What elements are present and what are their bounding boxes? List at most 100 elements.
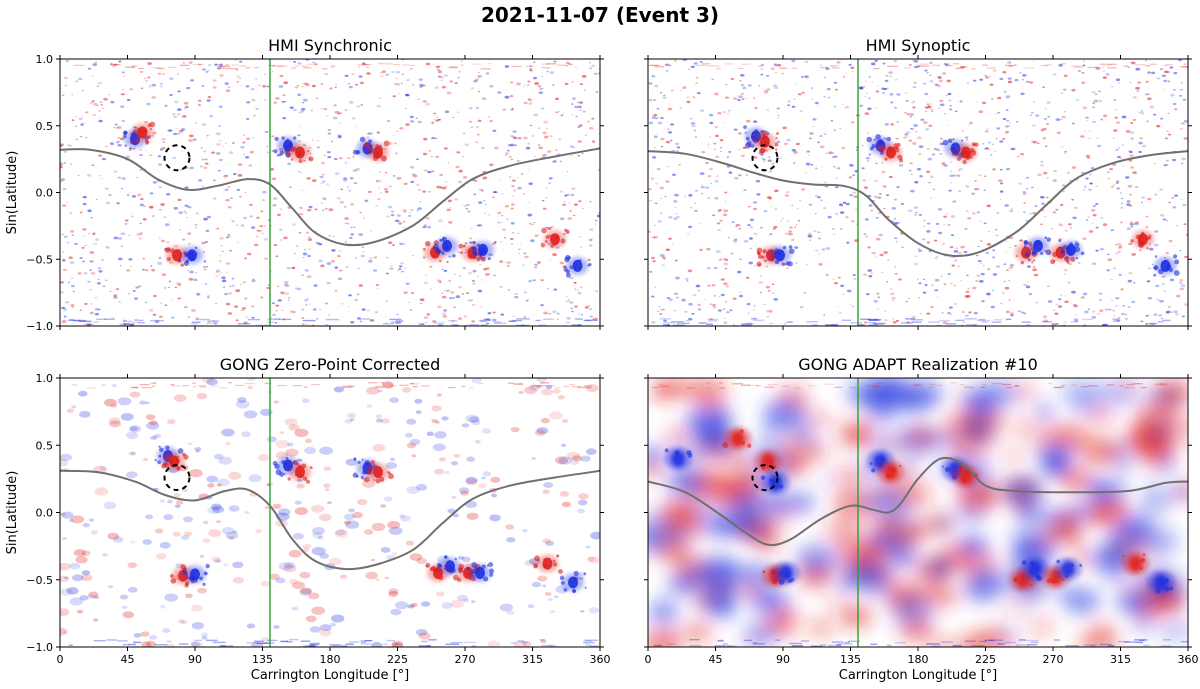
flux-speckle bbox=[817, 237, 822, 240]
flux-speckle bbox=[111, 383, 117, 388]
flux-speckle bbox=[306, 177, 311, 180]
flux-speckle bbox=[255, 529, 263, 534]
polar-streak bbox=[93, 321, 100, 323]
flux-speckle bbox=[298, 140, 301, 142]
flux-speckle bbox=[836, 167, 841, 170]
flux-speckle bbox=[215, 275, 219, 278]
flux-speckle bbox=[884, 319, 888, 322]
flux-speckle bbox=[225, 441, 232, 446]
flux-speckle bbox=[192, 138, 197, 141]
flux-speckle bbox=[279, 228, 283, 231]
flux-speckle bbox=[1092, 102, 1096, 105]
flux-speckle bbox=[909, 116, 912, 118]
flux-speckle bbox=[717, 111, 722, 115]
flux-speckle bbox=[1178, 59, 1182, 62]
active-region-fragment bbox=[560, 238, 566, 244]
flux-speckle bbox=[884, 79, 889, 83]
active-region-fragment bbox=[532, 563, 539, 569]
active-region-fragment bbox=[778, 578, 785, 585]
flux-speckle bbox=[501, 193, 504, 195]
polar-streak bbox=[1042, 321, 1053, 323]
flux-speckle bbox=[344, 418, 353, 424]
flux-speckle bbox=[236, 188, 240, 191]
active-region-fragment bbox=[782, 245, 787, 250]
flux-speckle bbox=[394, 83, 397, 85]
polar-streak bbox=[959, 66, 964, 68]
flux-speckle bbox=[889, 93, 894, 96]
background-flux bbox=[60, 59, 600, 326]
flux-speckle bbox=[871, 81, 874, 83]
flux-speckle bbox=[71, 119, 75, 121]
flux-speckle bbox=[216, 67, 222, 70]
active-region-fragment bbox=[1169, 586, 1173, 591]
flux-speckle bbox=[1125, 130, 1131, 133]
flux-speckle bbox=[941, 312, 944, 314]
flux-speckle bbox=[579, 109, 582, 111]
flux-speckle bbox=[1009, 263, 1015, 267]
flux-speckle bbox=[1008, 280, 1011, 282]
flux-speckle bbox=[771, 283, 775, 286]
flux-speckle bbox=[180, 534, 190, 541]
flux-speckle bbox=[260, 210, 264, 213]
flux-speckle bbox=[937, 76, 942, 79]
flux-speckle bbox=[1074, 314, 1077, 316]
flux-speckle bbox=[734, 242, 737, 244]
flux-speckle bbox=[578, 493, 589, 500]
polar-streak bbox=[990, 639, 1004, 641]
polar-streak bbox=[741, 323, 754, 325]
flux-speckle bbox=[128, 191, 131, 193]
flux-speckle bbox=[984, 147, 987, 150]
flux-speckle bbox=[345, 266, 349, 269]
flux-speckle bbox=[369, 257, 374, 260]
flux-speckle bbox=[425, 62, 431, 66]
polar-streak bbox=[1009, 65, 1013, 67]
flux-speckle bbox=[660, 197, 662, 200]
flux-speckle bbox=[305, 231, 310, 234]
polar-streak bbox=[781, 385, 790, 387]
active-region-fragment bbox=[877, 145, 883, 151]
flux-speckle bbox=[717, 229, 721, 232]
flux-speckle bbox=[390, 213, 395, 217]
flux-speckle bbox=[411, 454, 417, 458]
flux-speckle bbox=[228, 505, 240, 512]
flux-speckle bbox=[719, 147, 723, 149]
flux-speckle bbox=[500, 214, 504, 217]
flux-speckle bbox=[351, 117, 356, 120]
flux-speckle bbox=[289, 106, 294, 109]
flux-speckle bbox=[66, 241, 70, 244]
flux-speckle bbox=[457, 76, 460, 79]
flux-speckle bbox=[322, 197, 327, 200]
flux-speckle bbox=[881, 162, 884, 164]
polar-streak bbox=[741, 324, 752, 326]
polar-streak bbox=[256, 642, 269, 645]
flux-speckle bbox=[655, 182, 658, 185]
flux-speckle bbox=[549, 259, 551, 261]
flux-speckle bbox=[770, 67, 775, 70]
flux-speckle bbox=[835, 177, 838, 179]
flux-speckle bbox=[380, 547, 391, 553]
flux-speckle bbox=[306, 208, 312, 212]
flux-speckle bbox=[219, 237, 224, 240]
active-region-fragment bbox=[1021, 560, 1027, 565]
flux-speckle bbox=[240, 224, 245, 227]
flux-speckle bbox=[1004, 204, 1009, 207]
flux-speckle bbox=[523, 291, 527, 294]
flux-speckle bbox=[567, 217, 572, 220]
flux-speckle bbox=[1090, 209, 1096, 212]
flux-speckle bbox=[914, 59, 919, 63]
polar-streak bbox=[1099, 643, 1112, 646]
flux-speckle bbox=[589, 308, 593, 311]
flux-speckle bbox=[82, 202, 87, 206]
flux-speckle bbox=[1162, 218, 1166, 221]
flux-speckle bbox=[189, 134, 194, 138]
polar-streak bbox=[1162, 639, 1171, 641]
flux-speckle bbox=[231, 220, 234, 222]
flux-speckle bbox=[158, 163, 163, 166]
flux-speckle bbox=[478, 201, 483, 204]
active-region-fragment bbox=[164, 247, 170, 253]
flux-speckle bbox=[962, 321, 966, 323]
flux-speckle bbox=[1174, 194, 1179, 197]
flux-speckle bbox=[359, 81, 364, 85]
flux-speckle bbox=[856, 492, 874, 505]
flux-speckle bbox=[665, 63, 670, 66]
